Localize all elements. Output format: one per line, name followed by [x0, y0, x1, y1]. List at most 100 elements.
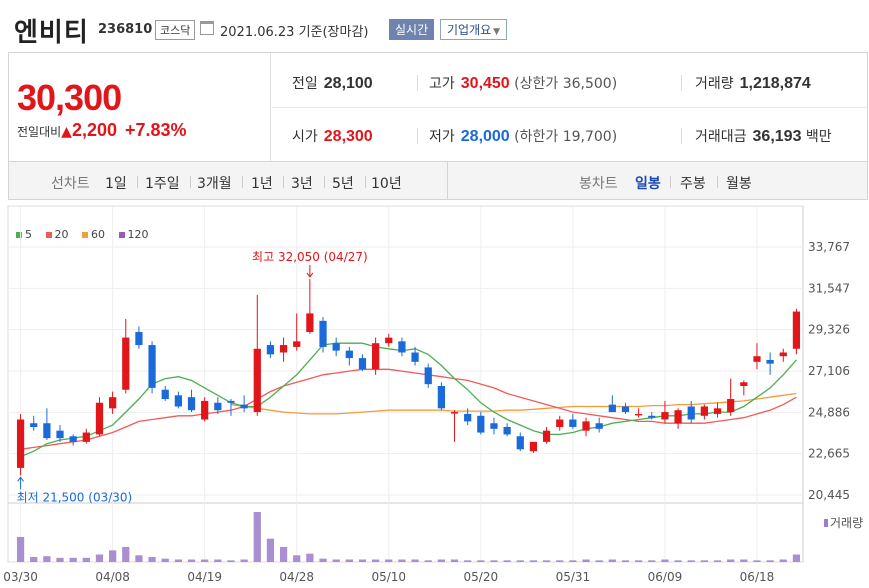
volume-bar: [766, 560, 774, 562]
candle-body: [227, 400, 235, 403]
candle-body: [503, 426, 511, 435]
volume-bar: [56, 557, 64, 562]
candle-body: [621, 406, 630, 413]
tab-3m[interactable]: 3개월: [197, 176, 232, 192]
min-arrow: [17, 476, 24, 490]
candle-body: [109, 397, 117, 409]
candle-body: [569, 419, 577, 427]
volume-bar: [437, 559, 445, 562]
candle-body: [648, 415, 656, 418]
ma5-line: [20, 342, 797, 458]
legend-label: 60: [91, 228, 105, 241]
volume-bar: [556, 560, 564, 562]
volume-bar: [358, 559, 367, 562]
candle-body: [161, 389, 169, 400]
company-overview-dropdown[interactable]: 기업개요 ▼: [440, 19, 508, 40]
tab-1y[interactable]: 1년: [251, 176, 273, 192]
legend-label: 120: [127, 228, 149, 241]
volume-bar: [279, 547, 288, 562]
line-chart-label: 선차트: [51, 176, 90, 192]
candle-body: [56, 430, 64, 439]
candle-body: [174, 395, 182, 407]
volume-bar: [424, 560, 432, 562]
volume-bar: [109, 550, 117, 562]
tab-1d[interactable]: 1일: [105, 176, 127, 192]
stat-high: 고가 30,450 (상한가 36,500): [429, 73, 617, 93]
tab-10y[interactable]: 10년: [371, 176, 402, 192]
candle-body: [16, 419, 25, 468]
candle-body: [792, 311, 801, 349]
stat-label: 거래대금: [695, 129, 747, 145]
candle-body: [674, 410, 682, 424]
candle-body: [319, 320, 327, 347]
candle-body: [556, 419, 564, 427]
volume-label: 거래량: [830, 516, 863, 530]
chevron-down-icon: ▼: [493, 27, 501, 37]
volume-bar: [148, 557, 156, 562]
candle-body: [385, 337, 393, 344]
candle-body: [595, 423, 603, 429]
tab-3y[interactable]: 3년: [291, 176, 313, 192]
company-overview-label: 기업개요: [447, 23, 492, 37]
candle-body: [450, 412, 459, 414]
volume-bar: [82, 557, 90, 562]
legend-swatch: [82, 232, 88, 238]
tab-monthly[interactable]: 월봉: [726, 176, 752, 192]
candle-body: [187, 397, 196, 411]
stock-code: 236810: [98, 22, 153, 37]
candle-body: [148, 345, 156, 388]
candle-body: [713, 408, 722, 414]
candle-body: [490, 423, 498, 429]
volume-bar: [674, 560, 682, 562]
volume-bar: [713, 560, 722, 562]
candle-body: [43, 423, 51, 439]
y-tick-label: 31,547: [808, 281, 850, 295]
max-arrow: [306, 264, 314, 278]
volume-bar: [187, 559, 196, 562]
candle-body: [542, 430, 551, 442]
change-amount: 2,200: [71, 120, 117, 140]
volume-bar: [635, 560, 643, 562]
volume-bar: [648, 560, 656, 562]
candle-body: [253, 348, 261, 413]
calendar-icon: [200, 21, 214, 35]
volume-bar: [753, 560, 761, 562]
volume-bar: [740, 559, 748, 562]
candle-body: [372, 343, 380, 370]
candle-body: [411, 352, 419, 362]
volume-bar: [122, 547, 130, 562]
volume-bar: [372, 559, 380, 562]
change-label: 전일대비: [17, 125, 62, 139]
tab-5y[interactable]: 5년: [332, 176, 354, 192]
x-tick-label: 04/08: [95, 570, 130, 584]
volume-bar: [661, 559, 669, 562]
volume-bar: [319, 558, 327, 562]
candle-body: [582, 421, 590, 431]
volume-bar: [727, 559, 735, 562]
stat-value: 36,193: [752, 128, 802, 145]
volume-bar: [227, 560, 235, 562]
volume-bar: [30, 557, 38, 562]
tab-daily[interactable]: 일봉: [635, 176, 661, 192]
volume-bar: [569, 560, 577, 562]
x-tick-label: 06/18: [740, 570, 775, 584]
realtime-button[interactable]: 실시간: [389, 19, 435, 40]
volume-bar: [201, 559, 209, 562]
candle-body: [727, 399, 735, 413]
upper-limit: (상한가 36,500): [514, 76, 618, 92]
divider: [417, 128, 418, 144]
candle-body: [82, 432, 90, 442]
tab-weekly[interactable]: 주봉: [680, 176, 706, 192]
tab-1w[interactable]: 1주일: [145, 176, 180, 192]
candle-body: [687, 406, 695, 420]
ma60-line: [230, 392, 797, 415]
y-tick-label: 24,886: [808, 405, 850, 419]
x-tick-label: 05/31: [556, 570, 591, 584]
stat-label: 전일: [292, 76, 318, 92]
trade-value-unit: 백만: [805, 129, 832, 145]
volume-bar: [621, 560, 630, 562]
volume-bar: [306, 553, 314, 562]
x-tick-label: 04/19: [187, 570, 222, 584]
stat-volume: 거래량 1,218,874: [695, 73, 811, 93]
candle-body: [766, 359, 774, 364]
